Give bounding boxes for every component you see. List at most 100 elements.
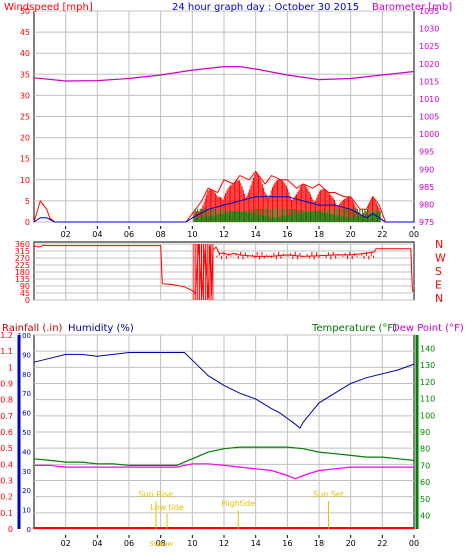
temp-x-tick-label: 08 <box>156 539 166 548</box>
baro-y-tick-label: 1000 <box>419 130 439 139</box>
rain-y-tick-label: 0.8 <box>0 396 13 405</box>
wind-gust-line <box>33 170 414 223</box>
baro-y-tick-label: 1035 <box>419 7 439 16</box>
temperature-axis-title: Temperature (°F) <box>311 323 397 334</box>
direction-y-tick-label: 45 <box>20 289 30 298</box>
temp-x-tick-label: 10 <box>187 539 197 548</box>
rain-y-tick-label: 0.4 <box>0 460 13 469</box>
temp-x-tick-label: 20 <box>346 539 356 548</box>
barometer-line <box>33 65 415 82</box>
direction-y-tick-label: 135 <box>15 275 30 284</box>
dewpoint-line <box>34 463 414 480</box>
wind-axis-title: Windspeed [mph] <box>4 2 93 13</box>
wind-x-tick-label: 06 <box>124 230 134 239</box>
temp-x-tick-label: 00 <box>409 539 419 548</box>
event-label: Hightide <box>221 499 255 508</box>
baro-y-tick-label: 1030 <box>419 25 439 34</box>
temperature-y-tick-label: 110 <box>420 395 435 404</box>
wind-y-tick-label: 45 <box>20 28 30 37</box>
wind-x-tick-label: 20 <box>346 230 356 239</box>
wind-x-tick-label: 16 <box>282 230 292 239</box>
temp-x-tick-label: 04 <box>92 539 102 548</box>
wind-y-tick-label: 25 <box>20 113 30 122</box>
rain-y-tick-label: 0.2 <box>0 493 13 502</box>
wind-average-line <box>33 196 414 223</box>
wind-y-tick-label: 20 <box>20 134 30 143</box>
humidity-y-tick-label: 40 <box>22 448 31 456</box>
rain-y-tick-label: 0.1 <box>0 509 13 518</box>
wind-y-tick-label: 5 <box>25 197 30 206</box>
wind-y-tick-label: 40 <box>20 49 30 58</box>
temp-x-tick-label: 14 <box>251 539 261 548</box>
humidity-y-tick-label: 10 <box>22 507 31 515</box>
humidity-axis-title: Humidity (%) <box>68 323 134 334</box>
compass-label: N <box>435 238 443 251</box>
wind-y-tick-label: 10 <box>20 176 30 185</box>
temperature-y-tick-label: 140 <box>420 344 435 353</box>
baro-y-tick-label: 985 <box>419 183 434 192</box>
temperature-y-tick-label: 120 <box>420 378 435 387</box>
baro-y-tick-label: 1025 <box>419 42 439 51</box>
compass-label: W <box>435 252 446 265</box>
wind-y-tick-label: 35 <box>20 70 30 79</box>
humidity-y-tick-label: 70 <box>22 390 31 398</box>
compass-label: N <box>435 292 443 305</box>
humidity-y-tick-label: 20 <box>22 487 31 495</box>
baro-y-tick-label: 995 <box>419 148 434 157</box>
rain-y-tick-label: 0.9 <box>0 380 13 389</box>
humidity-y-tick-label: 60 <box>22 410 31 418</box>
temp-x-tick-label: 12 <box>219 539 229 548</box>
wind-baro-series <box>33 65 415 223</box>
wind-x-tick-label: 08 <box>156 230 166 239</box>
baro-y-tick-label: 990 <box>419 165 434 174</box>
baro-y-tick-label: 980 <box>419 200 434 209</box>
humidity-y-tick-label: 0 <box>27 526 31 534</box>
rain-y-tick-label: 1 <box>8 363 13 372</box>
direction-y-tick-label: 90 <box>20 282 30 291</box>
event-label: Sun Set <box>313 490 344 499</box>
temperature-y-tick-label: 130 <box>420 361 435 370</box>
wind-x-tick-label: 18 <box>314 230 324 239</box>
rain-y-tick-label: 0.5 <box>0 444 13 453</box>
humidity-y-tick-label: 100 <box>18 332 31 340</box>
baro-y-tick-label: 1015 <box>419 77 439 86</box>
temperature-y-tick-label: 90 <box>420 428 430 437</box>
baro-y-tick-label: 1010 <box>419 95 439 104</box>
humidity-line <box>33 352 415 429</box>
direction-y-tick-label: 360 <box>15 240 30 249</box>
humidity-y-tick-label: 80 <box>22 371 31 379</box>
wind-y-tick-label: 0 <box>25 218 30 227</box>
humidity-y-tick-label: 30 <box>22 468 31 476</box>
temperature-y-tick-label: 50 <box>420 495 430 504</box>
direction-y-tick-label: 225 <box>15 261 30 270</box>
temp-x-tick-label: 02 <box>61 539 71 548</box>
temp-x-tick-label: 18 <box>314 539 324 548</box>
page-title: 24 hour graph day : October 30 2015 <box>172 2 359 13</box>
wind-x-tick-label: 14 <box>251 230 261 239</box>
temperature-y-tick-label: 40 <box>420 512 430 521</box>
wind-baro-axes: 0510152025303540455097598098599099510001… <box>20 7 440 239</box>
rain-y-tick-label: 0 <box>8 525 13 534</box>
wind-x-tick-label: 22 <box>377 230 387 239</box>
compass-label: E <box>435 279 442 292</box>
temperature-y-tick-label: 80 <box>420 445 430 454</box>
temp-x-tick-label: 06 <box>124 539 134 548</box>
baro-axis-title: Barometer [mb] <box>372 2 452 13</box>
baro-y-tick-label: 1020 <box>419 60 439 69</box>
rain-y-tick-label: 1.1 <box>0 347 13 356</box>
event-label: Sun Rise <box>139 490 174 499</box>
humidity-y-tick-label: 90 <box>22 351 31 359</box>
wind-x-tick-label: 00 <box>409 230 419 239</box>
baro-y-tick-label: 1005 <box>419 113 439 122</box>
wind-y-tick-label: 50 <box>20 7 30 16</box>
temperature-line <box>33 446 415 466</box>
rain-y-tick-label: 0.3 <box>0 477 13 486</box>
event-label: Low tide <box>150 503 184 512</box>
direction-y-tick-label: 180 <box>15 268 30 277</box>
temp-x-tick-label: 16 <box>282 539 292 548</box>
wind-y-tick-label: 15 <box>20 155 30 164</box>
